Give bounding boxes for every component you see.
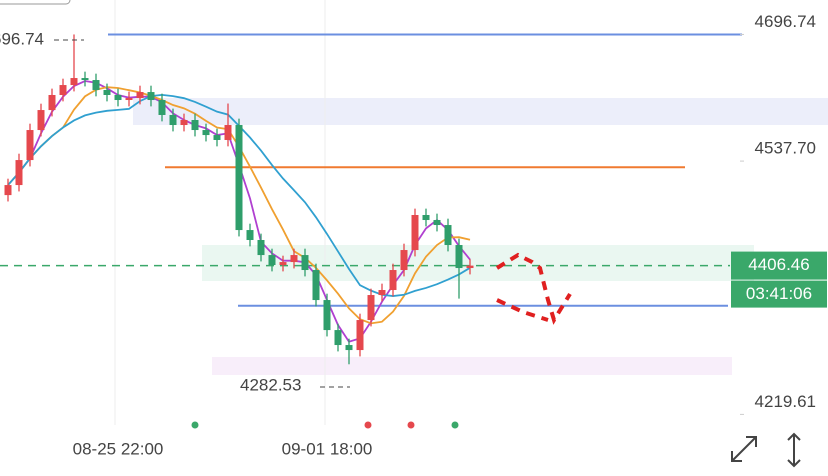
vertical-scale-icon[interactable] [787, 432, 801, 468]
candle-body [290, 255, 298, 263]
candle-body [169, 114, 177, 126]
candle-body [323, 300, 331, 331]
candle-body [125, 98, 133, 101]
candle-body [356, 320, 364, 351]
candle-body [147, 92, 155, 101]
x-tick-label: 09-01 18:00 [282, 439, 373, 458]
candle-body [400, 250, 408, 271]
candle-body [158, 100, 166, 115]
last-price-tag [731, 251, 827, 280]
x-tick-label: 08-25 22:00 [73, 439, 164, 458]
forecast-drawing [495, 252, 572, 325]
plot [0, 33, 742, 365]
candle-body [191, 120, 199, 131]
candle-body [367, 295, 375, 321]
candle-body [268, 255, 276, 266]
y-tick-label: 4219.61 [755, 392, 816, 411]
candle-body [59, 85, 67, 95]
countdown-tag [731, 280, 827, 308]
candle-body [202, 130, 210, 136]
candle-body [15, 160, 23, 186]
signal-dot [407, 421, 415, 429]
signal-dot [364, 421, 372, 429]
low-zone [212, 357, 732, 375]
candle-body [334, 330, 342, 346]
high-label: 4696.74 [0, 29, 44, 48]
expand-icon[interactable] [731, 436, 757, 462]
candle-body [345, 345, 353, 351]
candle-body [180, 120, 188, 126]
candle-body [433, 220, 441, 226]
y-tick-label: 4696.74 [755, 12, 816, 31]
candle-body [257, 240, 265, 256]
candle-body [279, 262, 287, 266]
candle-body [48, 94, 56, 111]
candle-body [92, 80, 100, 90]
countdown-label: 03:41:06 [746, 284, 812, 303]
candle-body [81, 78, 89, 81]
last-price-label: 4406.46 [748, 255, 809, 274]
candle-body [37, 110, 45, 131]
candle-body [136, 92, 144, 99]
candle-body [411, 215, 419, 251]
signal-dot [191, 421, 199, 429]
low-label: 4282.53 [240, 375, 301, 394]
candle-body [103, 89, 111, 95]
candle-body [312, 270, 320, 301]
candle-body [224, 125, 232, 140]
candle-body [26, 130, 34, 161]
signal-dot [451, 421, 459, 429]
candle-body [422, 215, 430, 221]
top-button[interactable] [0, 0, 71, 5]
candle-body [70, 78, 78, 86]
y-tick-label: 4537.70 [755, 139, 816, 158]
candle-body [378, 290, 386, 296]
candle-body [114, 94, 122, 101]
candle-body [389, 270, 397, 291]
candle-body [213, 135, 221, 140]
candle-body [444, 225, 452, 246]
candle-body [235, 125, 243, 231]
candle-body [466, 265, 474, 269]
candle-body [246, 230, 254, 241]
candle-body [455, 245, 463, 269]
candle-body [301, 255, 309, 271]
resistance-zone [133, 98, 828, 125]
candle-body [4, 185, 12, 196]
